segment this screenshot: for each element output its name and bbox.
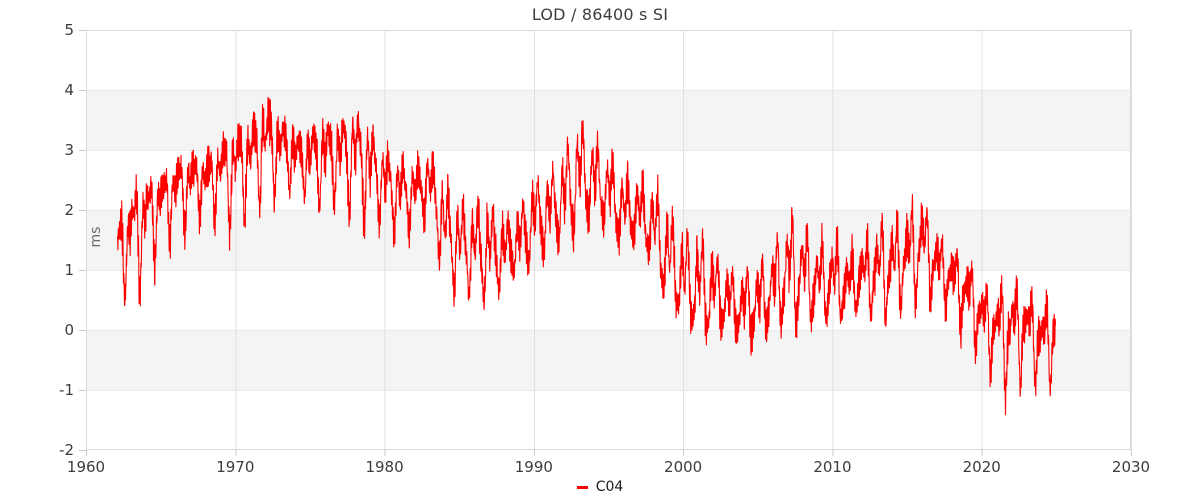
legend-label: C04: [595, 479, 624, 495]
y-tick-label: 1: [64, 261, 74, 279]
legend-series-dash-icon: [576, 485, 588, 489]
y-tick-label: -2: [59, 441, 74, 459]
x-tick-label: 2020: [963, 458, 1001, 476]
shaded-band: [86, 330, 1131, 390]
legend-item-c04[interactable]: C04: [576, 479, 624, 495]
shaded-band: [86, 90, 1131, 150]
y-axis-unit-label: ms: [88, 227, 104, 248]
x-tick-label: 2030: [1112, 458, 1150, 476]
x-tick-label: 1980: [365, 458, 403, 476]
y-tick-label: 3: [64, 141, 74, 159]
x-tick-label: 2000: [664, 458, 702, 476]
y-tick-label: 4: [64, 81, 74, 99]
shaded-band: [86, 210, 1131, 270]
x-tick-label: 1960: [67, 458, 105, 476]
chart-title: LOD / 86400 s SI: [531, 5, 669, 24]
legend: C04: [0, 477, 1200, 497]
y-tick-label: 0: [64, 321, 74, 339]
y-tick-label: 5: [64, 21, 74, 39]
x-tick-label: 2010: [813, 458, 851, 476]
x-tick-label: 1990: [515, 458, 553, 476]
plot-border: [86, 30, 1131, 450]
y-tick-label: 2: [64, 201, 74, 219]
x-tick-label: 1970: [216, 458, 254, 476]
series-line-c04: [117, 96, 1057, 416]
y-tick-label: -1: [59, 381, 74, 399]
